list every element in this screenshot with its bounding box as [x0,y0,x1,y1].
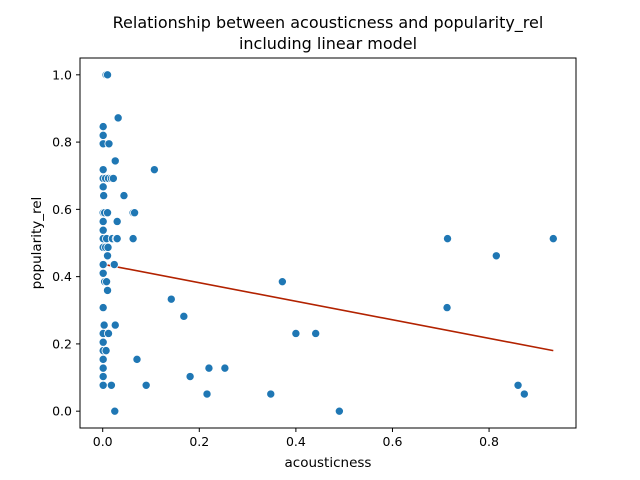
x-axis-label: acousticness [285,455,372,471]
scatter-point [98,268,108,278]
scatter-point [98,354,108,364]
scatter-point [491,251,501,261]
chart-title-line-1: Relationship between acousticness and po… [113,13,544,33]
scatter-point [149,165,159,175]
scatter-point [98,122,108,132]
scatter-point [311,328,321,338]
scatter-point [108,173,118,183]
scatter-point [519,389,529,399]
scatter-point [98,303,108,313]
scatter-point [109,260,119,270]
scatter-point [130,208,140,218]
y-tick-label: 0.2 [52,336,72,351]
scatter-point [113,113,123,123]
x-tick-label: 0.6 [383,434,403,449]
plot-area [98,70,558,416]
scatter-point [98,260,108,270]
scatter-point [277,277,287,287]
scatter-point [513,380,523,390]
scatter-point [442,303,452,313]
scatter-point [548,234,558,244]
scatter-point [103,251,113,261]
scatter-point [334,406,344,416]
scatter-point [266,389,276,399]
x-tick-label: 0.2 [189,434,209,449]
y-tick-label: 0.6 [52,202,72,217]
scatter-point [98,225,108,235]
scatter-point [443,234,453,244]
scatter-point [220,363,230,373]
scatter-point [98,216,108,226]
scatter-point [98,182,108,192]
scatter-point [202,389,212,399]
scatter-point [98,337,108,347]
y-tick-label: 0.0 [52,404,72,419]
scatter-point [166,294,176,304]
scatter-point [128,234,138,244]
linear-model-line [102,263,554,352]
x-tick-label: 0.8 [479,434,499,449]
scatter-point [98,363,108,373]
scatter-point [204,363,214,373]
axes-frame [79,57,577,429]
scatter-point [103,285,113,295]
scatter-point [98,130,108,140]
scatter-point [112,234,122,244]
y-axis: 0.0 0.2 0.4 0.6 0.8 1.0 [52,67,80,419]
scatter-point [98,372,108,382]
scatter-point [98,165,108,175]
scatter-point [119,191,129,201]
x-tick-label: 0.4 [286,434,306,449]
x-axis: 0.0 0.2 0.4 0.6 0.8 [93,428,499,449]
scatter-point [110,156,120,166]
scatter-point [110,406,120,416]
y-tick-label: 0.4 [52,269,72,284]
scatter-point [99,320,109,330]
scatter-point [98,380,108,390]
scatter-point [291,328,301,338]
scatter-point [102,277,112,287]
scatter-point [104,139,114,149]
chart-title-line-2: including linear model [239,34,417,53]
scatter-point [185,372,195,382]
x-tick-label: 0.0 [93,434,113,449]
scatter-point [103,208,113,218]
y-tick-label: 1.0 [52,67,72,82]
scatter-point [103,70,113,80]
scatter-point [103,242,113,252]
scatter-point [132,354,142,364]
scatter-point [110,320,120,330]
scatter-point [99,191,109,201]
y-axis-label: popularity_rel [29,197,45,290]
scatter-point [101,346,111,356]
scatter-point [141,380,151,390]
scatter-point [106,380,116,390]
scatter-point [179,311,189,321]
y-tick-label: 0.8 [52,135,72,150]
scatter-point [103,328,113,338]
scatter-point [112,216,122,226]
